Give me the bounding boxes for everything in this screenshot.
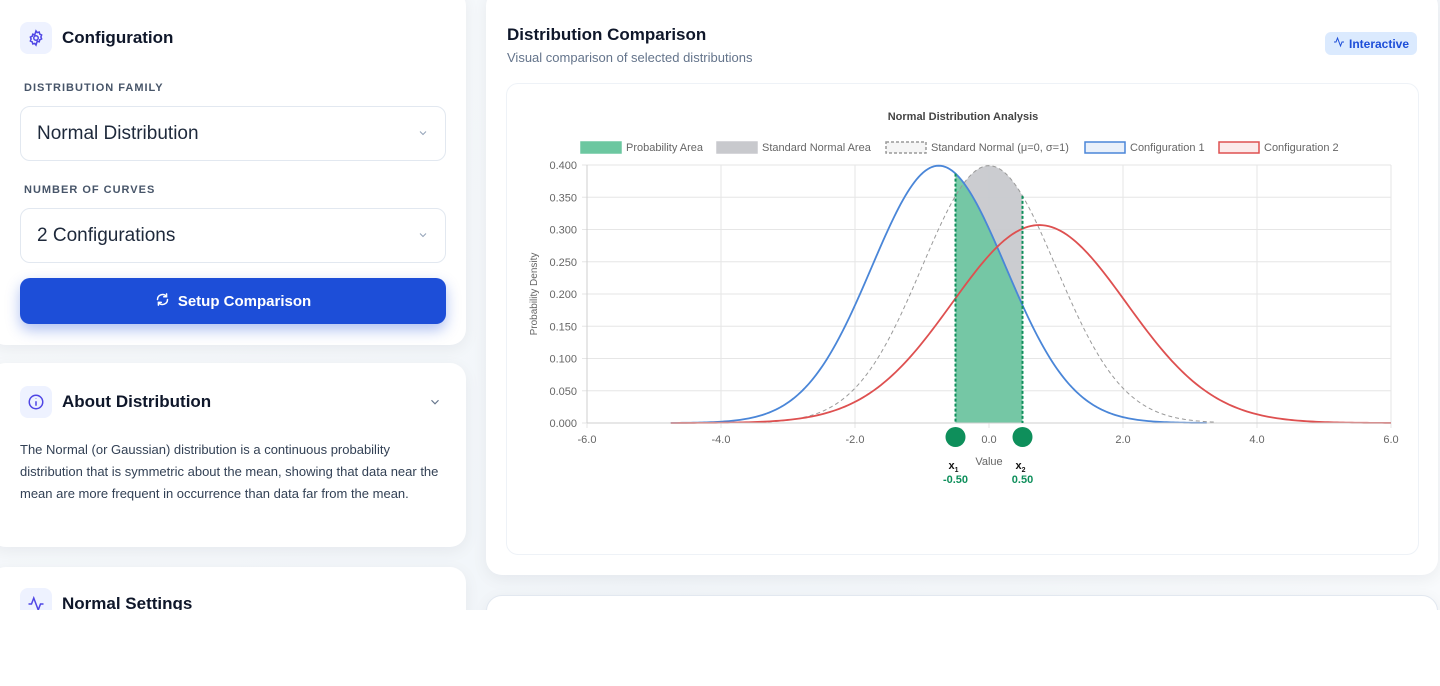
chart-areas: [955, 165, 1023, 423]
chevron-down-icon[interactable]: [428, 395, 442, 414]
legend-label[interactable]: Standard Normal Area: [762, 142, 872, 154]
x-tick-label: -6.0: [578, 434, 597, 446]
about-distribution-header[interactable]: About Distribution: [20, 386, 211, 418]
distribution-family-value: Normal Distribution: [37, 122, 199, 144]
configuration-title: Configuration: [62, 28, 174, 47]
legend-swatch[interactable]: [716, 141, 758, 154]
bound-handle-x1[interactable]: [945, 427, 966, 447]
chart-bound-handles[interactable]: x1-0.50 x20.50: [943, 173, 1033, 486]
x-tick-label: -2.0: [846, 434, 865, 446]
chevron-down-icon: [417, 225, 429, 247]
bound-value-x2: 0.50: [1012, 474, 1033, 486]
normal-settings-card: [0, 567, 466, 610]
activity-icon: [20, 588, 52, 610]
y-tick-label: 0.100: [549, 354, 577, 366]
x-tick-label: 0.0: [981, 434, 996, 446]
configuration-1-curve: [670, 164, 1207, 424]
configuration-header: Configuration: [20, 22, 173, 54]
legend-swatch[interactable]: [885, 141, 927, 154]
chart-axes: -6.0 -4.0 -2.0 0.0 2.0 4.0 6.0 0.000 0.050 0.100 0…: [549, 160, 1398, 446]
x-tick-label: -4.0: [712, 434, 731, 446]
secondary-card: [486, 595, 1438, 610]
normal-settings-title: Normal Settings: [62, 594, 193, 610]
distribution-family-select[interactable]: Normal Distribution: [20, 106, 446, 161]
page-subtitle: Visual comparison of selected distributi…: [507, 50, 753, 65]
about-distribution-title: About Distribution: [62, 392, 212, 411]
chart-container: Normal Distribution Analysis Probability…: [506, 83, 1419, 555]
y-tick-label: 0.350: [549, 192, 577, 204]
x-tick-label: 4.0: [1249, 434, 1264, 446]
standard-normal-curve: [761, 165, 1217, 423]
y-tick-label: 0.400: [549, 160, 577, 172]
interactive-badge: Interactive: [1325, 32, 1418, 55]
chevron-down-icon: [417, 123, 429, 145]
y-axis-title: Probability Density: [529, 253, 540, 336]
x-axis-title: Value: [975, 456, 1002, 468]
bound-label-x1: x1: [948, 460, 958, 474]
bound-label-x2: x2: [1015, 460, 1025, 474]
legend-label[interactable]: Configuration 1: [1130, 142, 1205, 154]
bound-handle-x2[interactable]: [1012, 427, 1033, 447]
y-tick-label: 0.300: [549, 225, 577, 237]
x-tick-label: 6.0: [1383, 434, 1398, 446]
y-tick-label: 0.200: [549, 289, 577, 301]
bound-value-x1: -0.50: [943, 474, 968, 486]
chart-legend[interactable]: Probability Area Standard Normal Area Stan…: [580, 141, 1339, 154]
chart-title: Normal Distribution Analysis: [888, 111, 1039, 123]
configuration-2-curve: [670, 224, 1392, 424]
number-of-curves-label: NUMBER OF CURVES: [24, 184, 156, 196]
normal-settings-header[interactable]: Normal Settings: [20, 588, 192, 610]
info-icon: [20, 386, 52, 418]
refresh-icon: [155, 292, 170, 311]
setup-comparison-button[interactable]: Setup Comparison: [20, 278, 446, 324]
setup-comparison-label: Setup Comparison: [177, 292, 312, 310]
number-of-curves-select[interactable]: 2 Configurations: [20, 208, 446, 263]
interactive-badge-label: Interactive: [1349, 36, 1410, 51]
chart-curves: [670, 164, 1392, 424]
distribution-family-label: DISTRIBUTION FAMILY: [24, 82, 164, 94]
legend-swatch[interactable]: [580, 141, 622, 154]
probability-area: [955, 173, 1023, 423]
y-tick-label: 0.050: [549, 386, 577, 398]
distribution-chart[interactable]: Normal Distribution Analysis Probability…: [507, 84, 1420, 556]
app-viewport: Configuration DISTRIBUTION FAMILY Normal…: [0, 0, 1440, 610]
legend-swatch[interactable]: [1218, 141, 1260, 154]
y-tick-label: 0.000: [549, 418, 577, 430]
page-title: Distribution Comparison: [507, 25, 707, 44]
legend-label[interactable]: Probability Area: [626, 142, 704, 154]
legend-label[interactable]: Standard Normal (μ=0, σ=1): [931, 142, 1069, 154]
y-tick-label: 0.250: [549, 257, 577, 269]
legend-label[interactable]: Configuration 2: [1264, 142, 1339, 154]
x-tick-label: 2.0: [1115, 434, 1130, 446]
about-distribution-card: [0, 363, 466, 547]
number-of-curves-value: 2 Configurations: [37, 224, 176, 246]
activity-icon: [1333, 36, 1345, 51]
legend-swatch[interactable]: [1084, 141, 1126, 154]
about-distribution-text: The Normal (or Gaussian) distribution is…: [20, 442, 439, 501]
gear-icon: [20, 22, 52, 54]
y-tick-label: 0.150: [549, 321, 577, 333]
